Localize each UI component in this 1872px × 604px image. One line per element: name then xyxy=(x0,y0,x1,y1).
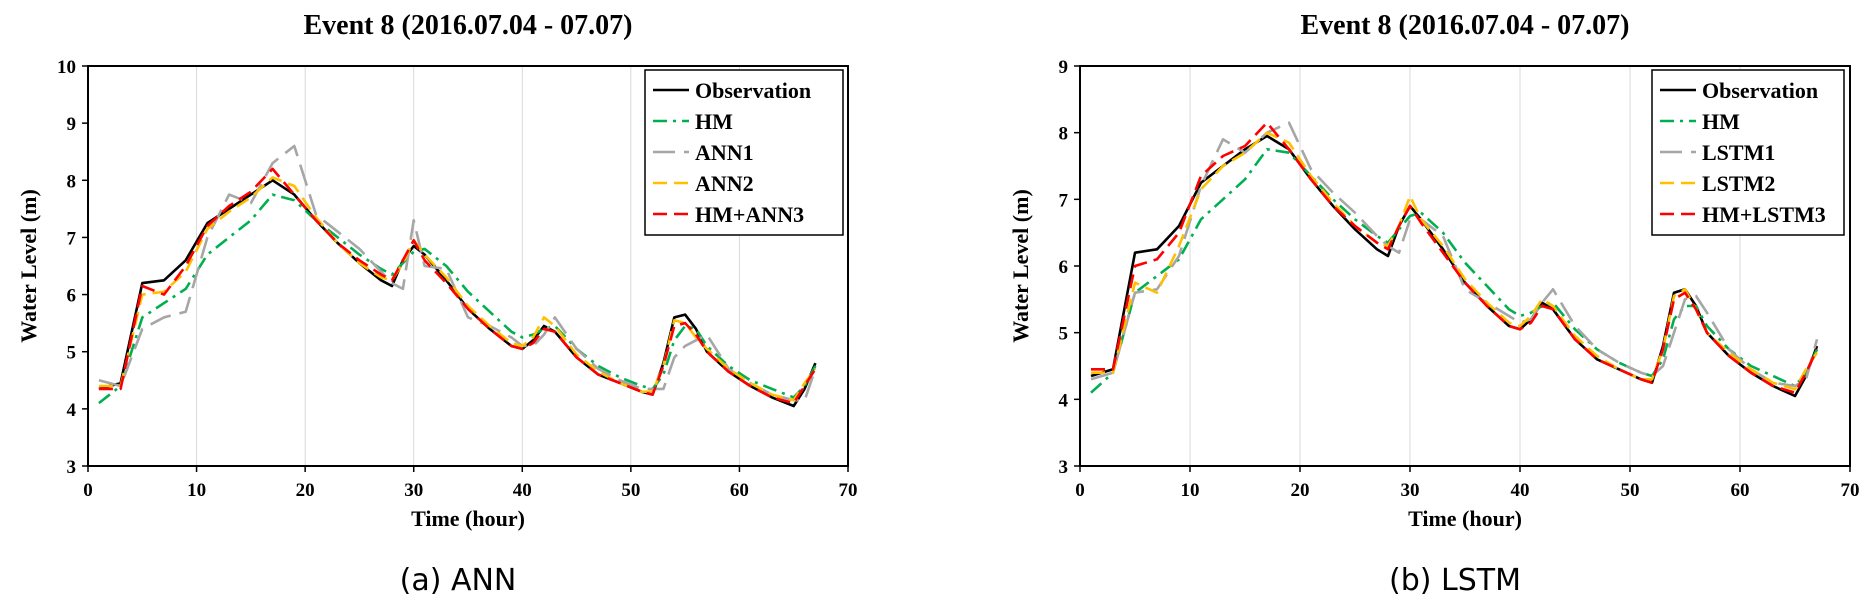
x-tick-label: 70 xyxy=(1841,480,1860,501)
series-line-hm xyxy=(98,193,817,405)
y-tick-label: 7 xyxy=(67,228,77,249)
series-line-lstm1 xyxy=(1090,121,1819,388)
legend-box xyxy=(644,69,844,236)
y-tick-label: 8 xyxy=(1059,124,1069,145)
x-tick-label: 50 xyxy=(1621,480,1640,501)
y-tick-label: 3 xyxy=(1059,457,1069,478)
x-tick-label: 10 xyxy=(187,480,206,501)
y-tick-label: 8 xyxy=(67,171,77,192)
x-tick-label: 60 xyxy=(730,480,749,501)
series-line-hm-ann3 xyxy=(98,167,817,405)
legend-label: LSTM1 xyxy=(1702,140,1775,165)
x-tick-label: 60 xyxy=(1731,480,1750,501)
legend-box xyxy=(1651,69,1845,236)
legend-label: ANN1 xyxy=(695,140,754,165)
legend: Observation HM ANN1 ANN2 HM+ANN3 xyxy=(644,69,844,236)
x-tick-label: 0 xyxy=(83,480,93,501)
x-tick-label: 0 xyxy=(1075,480,1085,501)
legend-label: LSTM2 xyxy=(1702,171,1775,196)
legend: Observation HM LSTM1 LSTM2 HM+LSTM3 xyxy=(1651,69,1845,236)
y-tick-label: 4 xyxy=(1059,390,1069,411)
x-axis-title: Time (hour) xyxy=(411,506,525,531)
legend-label: Observation xyxy=(695,78,811,103)
series-line-hm xyxy=(1090,148,1819,394)
x-axis-title: Time (hour) xyxy=(1408,506,1522,531)
x-tick-label: 30 xyxy=(404,480,423,501)
chart-panel-1: 0 10 20 30 40 50 60 70 3 4 5 6 7 8 9 Event 8 (2016.07.0… xyxy=(1008,10,1860,598)
legend-label: HM+ANN3 xyxy=(695,202,804,227)
x-tick-label: 40 xyxy=(513,480,532,501)
chart-title: Event 8 (2016.07.04 - 07.07) xyxy=(1301,10,1630,41)
series-line-ann2 xyxy=(98,176,817,402)
y-tick-label: 9 xyxy=(67,114,77,135)
x-tick-label: 20 xyxy=(296,480,315,501)
legend-label: ANN2 xyxy=(695,171,754,196)
x-tick-label: 10 xyxy=(1181,480,1200,501)
x-tick-label: 50 xyxy=(621,480,640,501)
legend-label: HM xyxy=(1702,109,1740,134)
y-tick-label: 6 xyxy=(1059,257,1069,278)
x-tick-label: 70 xyxy=(839,480,858,501)
y-tick-label: 6 xyxy=(67,286,77,307)
legend-label: HM+LSTM3 xyxy=(1702,202,1826,227)
y-tick-label: 7 xyxy=(1059,190,1069,211)
y-tick-label: 4 xyxy=(67,400,77,421)
chart-panel-0: 0 10 20 30 40 50 60 70 3 4 5 6 7 8 9 10 Event 8 (2016.07… xyxy=(16,10,858,598)
y-tick-label: 5 xyxy=(67,343,77,364)
y-tick-label: 3 xyxy=(67,457,77,478)
x-tick-label: 40 xyxy=(1511,480,1530,501)
plot-area xyxy=(87,65,849,467)
y-axis-title: Water Level (m) xyxy=(1008,189,1033,343)
panel-caption: (a) ANN xyxy=(400,563,517,598)
legend-label: Observation xyxy=(1702,78,1818,103)
panel-caption: (b) LSTM xyxy=(1389,563,1521,598)
x-tick-label: 20 xyxy=(1291,480,1310,501)
x-tick-label: 30 xyxy=(1401,480,1420,501)
series-line-hm-lstm3 xyxy=(1091,121,1819,395)
y-tick-label: 10 xyxy=(57,57,76,78)
y-tick-label: 9 xyxy=(1059,57,1069,78)
chart-title: Event 8 (2016.07.04 - 07.07) xyxy=(304,10,633,41)
legend-label: HM xyxy=(695,109,733,134)
y-axis-title: Water Level (m) xyxy=(16,189,41,343)
y-tick-label: 5 xyxy=(1059,324,1069,345)
